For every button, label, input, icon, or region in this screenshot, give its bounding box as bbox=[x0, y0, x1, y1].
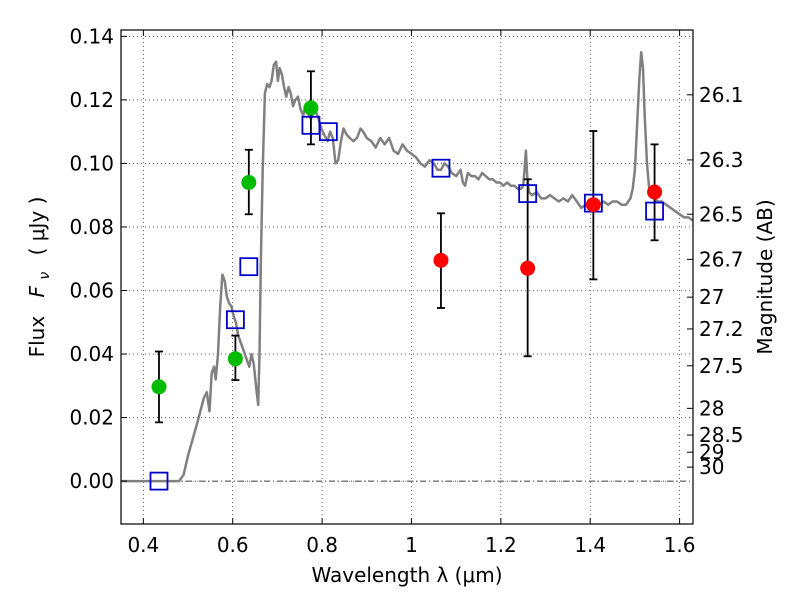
model-spectrum-line bbox=[121, 50, 693, 483]
y-axis-label-subscript: ν bbox=[37, 272, 53, 280]
observed-optical-point bbox=[151, 379, 167, 395]
model-photometry-square bbox=[518, 184, 538, 204]
model-photometry-square bbox=[239, 257, 259, 277]
model-photometry-square bbox=[149, 471, 169, 491]
mag-tick-label: 27.5 bbox=[699, 354, 744, 378]
mag-tick-label: 27.2 bbox=[699, 317, 744, 341]
x-tick-label: 1 bbox=[405, 533, 418, 557]
mag-tick-label: 26.5 bbox=[699, 202, 744, 226]
grid-lines bbox=[121, 30, 693, 524]
model-photometry-square bbox=[645, 201, 664, 221]
observed-nir-point bbox=[647, 184, 663, 200]
y-tick-label: 0.02 bbox=[69, 406, 114, 430]
mag-tick-label: 29 bbox=[699, 440, 724, 464]
model-spectrum-layer bbox=[121, 50, 693, 483]
observed-nir-point bbox=[585, 197, 601, 213]
x-tick-label: 1.2 bbox=[485, 533, 517, 557]
y-tick-label: 0.08 bbox=[69, 215, 114, 239]
mag-tick-label: 28 bbox=[699, 396, 724, 420]
mag-tick-label: 28.5 bbox=[699, 423, 744, 447]
y-tick-label: 0.00 bbox=[69, 469, 114, 493]
observed-optical-point bbox=[241, 174, 257, 190]
error-bars bbox=[154, 70, 659, 424]
x-tick-label: 1.6 bbox=[664, 533, 696, 557]
mag-tick-label: 30 bbox=[699, 455, 724, 479]
model-photometry-square bbox=[431, 158, 451, 178]
y-tick-label: 0.06 bbox=[69, 279, 114, 303]
right-axis-label: Magnitude (AB) bbox=[753, 199, 777, 354]
mag-tick-label: 26.3 bbox=[699, 148, 744, 172]
mag-tick-label: 27 bbox=[699, 285, 724, 309]
observed-optical-point bbox=[227, 351, 243, 367]
y-tick-label: 0.12 bbox=[69, 88, 114, 112]
axis-ticks: 0.4 0.6 0.8 1 1.2 1.4 1.6 0.00 0.02 0.04 0.06 0.08 0… bbox=[69, 24, 743, 557]
y-axis-label-symbol: F bbox=[25, 285, 49, 297]
x-tick-label: 1.4 bbox=[574, 533, 606, 557]
y-axis-label-text: Flux bbox=[25, 316, 49, 358]
svg-text:Flux F ν ( μ: Flux F ν ( μJy ) bbox=[25, 197, 54, 358]
model-photometry-squares bbox=[149, 115, 664, 491]
x-tick-label: 0.6 bbox=[217, 533, 249, 557]
y-axis-label: Flux F ν ( μJy ) bbox=[25, 197, 54, 358]
x-tick-label: 0.4 bbox=[127, 533, 159, 557]
x-axis-label: Wavelength λ (μm) bbox=[311, 563, 502, 587]
y-axis-label-unit: ( μJy ) bbox=[25, 197, 49, 256]
plot-frame bbox=[120, 29, 694, 525]
mag-tick-label: 26.1 bbox=[699, 83, 744, 107]
y-tick-label: 0.04 bbox=[69, 342, 114, 366]
observed-nir-point bbox=[433, 252, 449, 268]
observed-optical-point bbox=[303, 100, 319, 116]
observed-nir-point bbox=[520, 260, 536, 276]
x-tick-label: 0.8 bbox=[306, 533, 338, 557]
model-photometry-square bbox=[318, 122, 338, 142]
y-tick-label: 0.10 bbox=[69, 151, 114, 175]
model-photometry-square bbox=[225, 310, 245, 330]
observed-points bbox=[151, 100, 663, 395]
y-tick-label: 0.14 bbox=[69, 24, 114, 48]
mag-tick-label: 26.7 bbox=[699, 247, 744, 271]
